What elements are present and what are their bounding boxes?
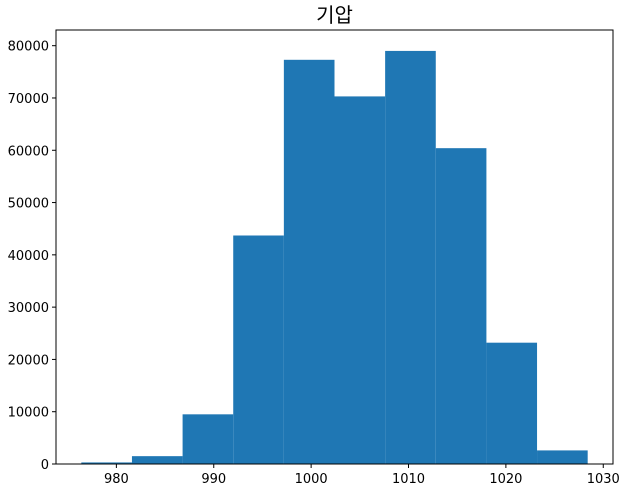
y-tick-label: 10000: [8, 406, 49, 421]
y-tick-label: 0: [41, 458, 49, 473]
y-tick-label: 40000: [8, 249, 49, 264]
x-tick-label: 1020: [489, 472, 522, 487]
y-tick-label: 70000: [8, 92, 49, 107]
x-tick-label: 1010: [392, 472, 425, 487]
x-tick-label: 1000: [295, 472, 328, 487]
x-tick-label: 990: [201, 472, 226, 487]
histogram-bar: [131, 456, 183, 464]
y-tick-label: 50000: [8, 197, 49, 212]
y-tick-label: 20000: [8, 353, 49, 368]
y-tick-label: 30000: [8, 301, 49, 316]
x-tick-label: 980: [104, 472, 129, 487]
histogram-bar: [537, 450, 588, 464]
histogram-bar: [182, 414, 234, 464]
histogram-bar: [334, 96, 386, 464]
x-tick-label: 1030: [587, 472, 620, 487]
y-tick-label: 60000: [8, 144, 49, 159]
histogram-bar: [283, 59, 335, 465]
histogram-bar: [233, 235, 284, 464]
histogram-bar: [385, 50, 436, 465]
histogram-bar: [486, 342, 538, 464]
histogram-bar: [81, 462, 132, 464]
bars-layer: [81, 50, 588, 465]
x-axis: 980 990 1000 1010 1020 1030: [104, 464, 620, 487]
chart-title: 기압: [316, 3, 353, 27]
y-axis: 0 10000 20000 30000 40000 50000 60000 70000 8000…: [8, 40, 56, 473]
histogram-bar: [435, 148, 487, 464]
y-tick-label: 80000: [8, 40, 49, 55]
plot-frame: [55, 29, 614, 465]
